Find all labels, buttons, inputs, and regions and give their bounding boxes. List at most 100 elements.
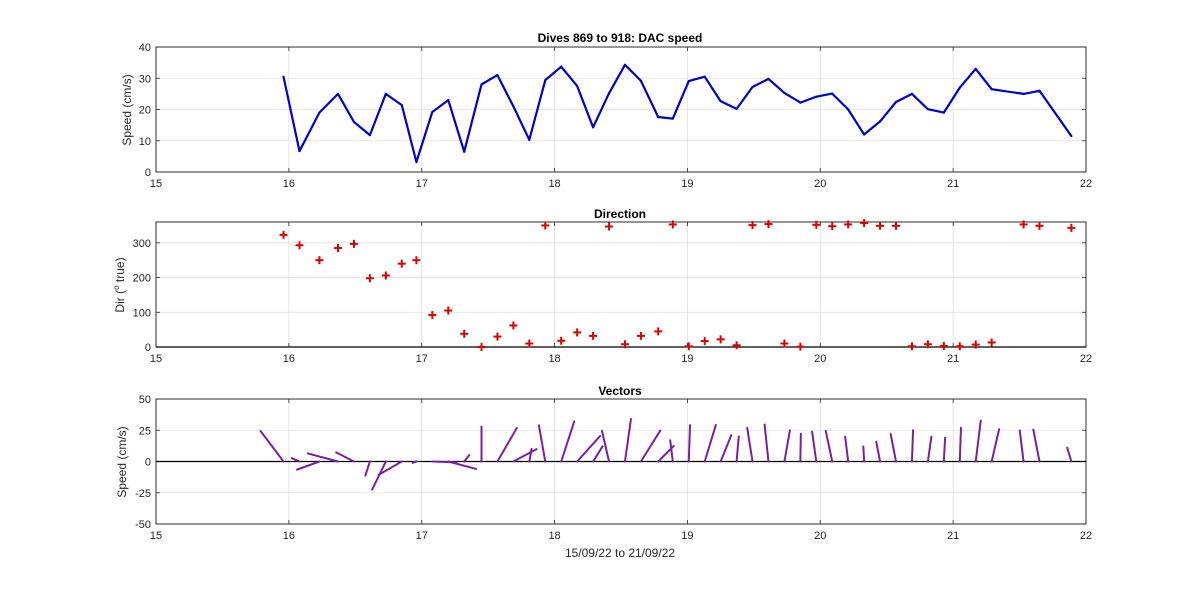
speed-data-point — [958, 86, 961, 89]
vector-stick — [926, 435, 933, 463]
vector-stick — [560, 420, 576, 463]
vectors-x-tick-label: 20 — [814, 530, 826, 542]
direction-data-point — [716, 335, 725, 344]
speed-data-point — [657, 115, 660, 119]
direction-data-point — [812, 220, 821, 229]
direction-y-label-prefix: Dir ( — [113, 290, 127, 313]
direction-data-point — [573, 328, 582, 337]
direction-chart-title: Direction — [594, 207, 646, 221]
direction-x-tick-label: 18 — [548, 353, 560, 365]
direction-y-label-degree: o — [112, 285, 121, 290]
speed-y-tick-label: 20 — [139, 105, 151, 117]
speed-data-point — [719, 99, 722, 103]
direction-data-point — [279, 230, 288, 239]
speed-x-tick-label: 22 — [1080, 178, 1092, 190]
direction-data-point — [620, 340, 629, 349]
speed-data-point — [831, 92, 834, 95]
direction-data-point — [1067, 223, 1076, 232]
vector-stick — [703, 424, 717, 463]
direction-data-point — [748, 221, 757, 230]
speed-data-point — [384, 92, 387, 95]
speed-data-point — [496, 74, 499, 77]
vector-stick — [875, 440, 882, 463]
speed-data-point — [974, 67, 977, 70]
direction-data-point — [525, 339, 534, 348]
speed-data-point — [1070, 134, 1073, 138]
speed-data-point — [847, 108, 850, 111]
direction-data-point — [876, 221, 885, 230]
direction-data-point — [732, 341, 741, 350]
speed-x-tick-label: 20 — [814, 178, 826, 190]
speed-x-tick-label: 17 — [416, 178, 428, 190]
speed-data-point — [910, 92, 914, 95]
vector-stick — [576, 434, 602, 463]
vectors-x-tick-label: 16 — [283, 530, 295, 542]
direction-panel: Direction Dir (o true) 15 16 17 18 19 20 21 22 0… — [112, 207, 1092, 365]
vectors-y-tick-label: 25 — [139, 425, 151, 437]
speed-data-point — [1038, 89, 1041, 92]
speed-y-tick-label: 30 — [139, 73, 151, 85]
speed-data-point — [592, 126, 595, 129]
speed-y-axis-label: Speed (cm/s) — [120, 74, 134, 145]
speed-data-point — [400, 104, 403, 107]
speed-x-tick-label: 18 — [548, 178, 560, 190]
direction-data-point — [315, 256, 324, 265]
vector-stick — [1032, 428, 1041, 463]
vector-stick — [463, 454, 471, 463]
vector-stick — [377, 460, 403, 476]
direction-data-point — [381, 271, 390, 280]
speed-data-point — [318, 111, 321, 114]
direction-x-tick-label: 21 — [947, 353, 959, 365]
speed-data-point — [544, 79, 547, 82]
speed-data-point — [735, 107, 738, 110]
speed-y-tick-label: 40 — [139, 42, 151, 54]
speed-data-point — [815, 95, 818, 98]
direction-data-point — [397, 259, 406, 268]
vector-stick — [639, 429, 662, 463]
direction-y-tick-label: 100 — [133, 307, 151, 319]
vector-stick — [528, 447, 533, 463]
direction-data-point — [412, 256, 421, 265]
speed-data-point — [607, 92, 611, 95]
direction-data-point — [654, 327, 663, 336]
vector-stick — [364, 460, 371, 477]
speed-data-point — [512, 105, 515, 108]
vector-stick — [496, 426, 518, 463]
direction-data-point — [541, 221, 550, 230]
vector-stick — [958, 426, 962, 463]
direction-y-label-suffix: true) — [113, 257, 127, 285]
vectors-x-tick-label: 22 — [1080, 530, 1092, 542]
speed-data-point — [368, 134, 371, 137]
speed-data-point — [671, 117, 674, 120]
direction-data-point — [605, 222, 614, 231]
vector-stick — [783, 429, 791, 463]
speed-panel: Dives 869 to 918: DAC speed Speed (cm/s)… — [120, 31, 1092, 190]
speed-data-point — [799, 101, 802, 104]
direction-data-point — [428, 311, 437, 320]
vector-stick — [411, 460, 418, 464]
vector-stick — [1018, 429, 1025, 463]
direction-data-point — [589, 331, 598, 340]
direction-data-point — [971, 340, 980, 349]
direction-data-point — [1019, 220, 1028, 229]
speed-data-point — [415, 160, 418, 164]
speed-data-point — [463, 150, 466, 153]
speed-data-point — [1022, 92, 1025, 95]
vector-stick — [1066, 446, 1073, 463]
direction-data-point — [509, 321, 518, 330]
speed-data-point — [863, 133, 866, 136]
direction-data-point — [844, 220, 853, 229]
direction-x-tick-label: 16 — [283, 353, 295, 365]
direction-data-point — [684, 342, 693, 351]
direction-x-tick-label: 19 — [681, 353, 693, 365]
vector-stick — [296, 460, 321, 471]
speed-data-point — [528, 138, 531, 141]
direction-data-point — [987, 338, 996, 347]
vectors-y-tick-label: -25 — [135, 488, 151, 500]
vector-stick — [974, 419, 982, 463]
vectors-chart-title: Vectors — [598, 384, 642, 398]
vector-stick — [592, 445, 604, 463]
vector-stick — [719, 434, 733, 463]
vector-stick — [824, 429, 834, 463]
